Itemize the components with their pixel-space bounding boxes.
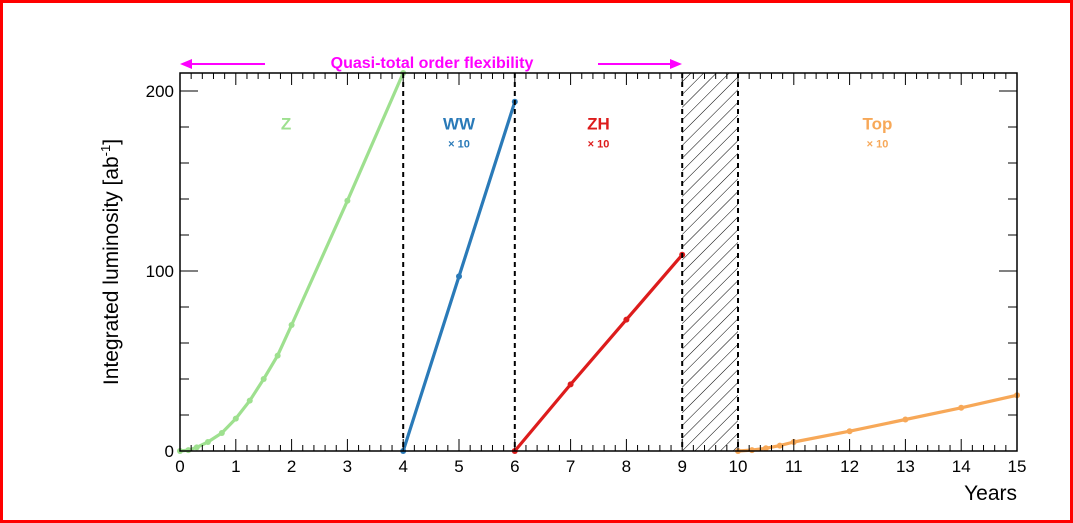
- data-point-top: [958, 404, 965, 411]
- series-label-ww: WW: [443, 114, 476, 133]
- data-point-zh: [567, 381, 574, 388]
- x-axis-title: Years: [964, 482, 1017, 505]
- data-point-z: [260, 376, 267, 382]
- data-point-top: [846, 428, 853, 435]
- plot-area-border: [179, 72, 1018, 452]
- banner-arrowhead-right: [670, 59, 682, 69]
- banner-arrowhead-left: [180, 59, 192, 69]
- data-point-z: [288, 322, 295, 328]
- x-tick-label: 14: [952, 457, 971, 476]
- x-tick-label: 13: [896, 457, 915, 476]
- x-tick-label: 7: [566, 457, 575, 476]
- y-axis-title-main: Integrated luminosity [ab: [100, 156, 123, 385]
- y-tick-label: 100: [146, 262, 174, 281]
- data-point-top: [776, 442, 783, 449]
- data-point-z: [232, 415, 239, 422]
- x-tick-label: 12: [840, 457, 859, 476]
- data-point-ww: [456, 273, 462, 280]
- data-point-z: [185, 447, 192, 454]
- y-tick-label: 0: [165, 442, 174, 461]
- data-point-z: [246, 397, 253, 404]
- x-tick-label: 0: [175, 457, 184, 476]
- y-axis-title-close: ]: [100, 139, 123, 145]
- series-label-zh: ZH: [587, 114, 610, 133]
- x-tick-label: 5: [454, 457, 463, 476]
- series-line-z: [179, 72, 405, 453]
- series-scale-ww: × 10: [448, 138, 470, 150]
- x-tick-label: 11: [785, 457, 803, 476]
- x-tick-label: 15: [1008, 457, 1027, 476]
- y-tick-label: 200: [146, 82, 174, 101]
- x-tick-label: 2: [287, 457, 296, 476]
- series-label-z: Z: [281, 114, 291, 133]
- series-line-zh: [513, 253, 684, 453]
- data-point-z: [204, 439, 211, 445]
- data-point-zh: [623, 316, 630, 323]
- series-label-top: Top: [863, 114, 893, 133]
- data-point-top: [762, 445, 769, 452]
- data-point-z: [193, 444, 200, 451]
- banner-label: Quasi-total order flexibility: [331, 55, 534, 72]
- x-tick-label: 3: [343, 457, 352, 476]
- data-point-top: [748, 447, 755, 454]
- data-point-z: [274, 352, 281, 359]
- data-point-top: [902, 416, 909, 423]
- data-point-z: [344, 197, 351, 204]
- x-tick-label: 8: [622, 457, 631, 476]
- y-axis-title: Integrated luminosity [ab-1]: [98, 139, 123, 385]
- y-axis-title-sup: -1: [98, 145, 113, 157]
- series-scale-zh: × 10: [588, 138, 610, 150]
- hatched-region: [682, 73, 738, 451]
- data-point-z: [218, 430, 225, 436]
- x-tick-label: 6: [510, 457, 519, 476]
- x-tick-label: 4: [398, 457, 407, 476]
- x-tick-label: 9: [677, 457, 686, 476]
- x-tick-label: 10: [729, 457, 748, 476]
- x-tick-label: 1: [231, 457, 240, 476]
- series-scale-top: × 10: [867, 138, 889, 150]
